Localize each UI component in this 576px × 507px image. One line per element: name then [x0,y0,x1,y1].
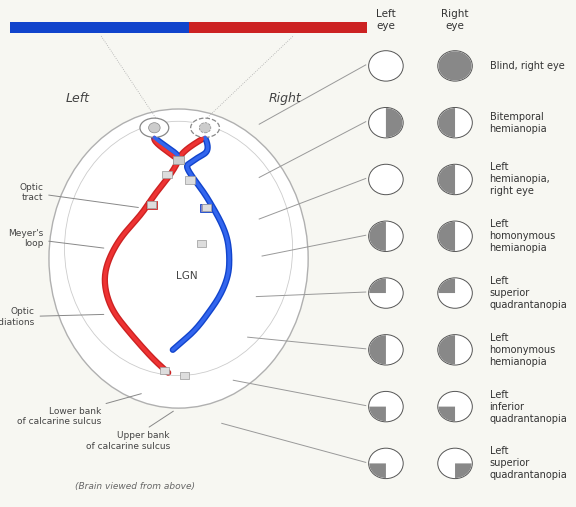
Text: Lower bank
of calcarine sulcus: Lower bank of calcarine sulcus [17,393,141,426]
Text: Right
eye: Right eye [441,10,469,31]
Circle shape [438,391,472,422]
Text: Blind, right eye: Blind, right eye [490,61,564,71]
Wedge shape [369,463,386,478]
Bar [180,372,189,379]
Text: Optic
tract: Optic tract [19,183,138,207]
Text: Upper bank
of calcarine sulcus: Upper bank of calcarine sulcus [86,411,173,451]
Circle shape [438,221,472,251]
Circle shape [369,221,403,251]
Wedge shape [438,278,455,293]
Circle shape [369,51,403,81]
Bar [147,201,156,208]
Ellipse shape [140,118,169,137]
Wedge shape [455,463,472,478]
Text: Bitemporal
hemianopia: Bitemporal hemianopia [490,112,547,134]
Circle shape [438,335,472,365]
Bar [146,201,157,209]
Text: Meyer's
loop: Meyer's loop [8,229,104,248]
Bar [185,176,195,184]
Text: Left
superior
quadrantanopia: Left superior quadrantanopia [490,276,567,310]
Text: Left: Left [66,92,90,105]
Bar [189,22,367,33]
Wedge shape [369,222,386,251]
Text: Right: Right [269,92,301,105]
Ellipse shape [191,118,219,137]
Wedge shape [438,407,455,421]
Wedge shape [386,108,403,137]
Text: Left
homonymous
hemianopia: Left homonymous hemianopia [490,219,556,254]
Wedge shape [438,165,455,194]
Bar [10,22,189,33]
Text: Optic
radiations: Optic radiations [0,307,104,327]
Circle shape [369,335,403,365]
Bar [173,156,184,164]
Text: Left
eye: Left eye [376,10,396,31]
Bar [160,367,169,374]
Wedge shape [438,108,455,137]
Circle shape [438,51,472,81]
Circle shape [149,123,160,133]
Circle shape [369,391,403,422]
Circle shape [369,107,403,138]
Circle shape [369,448,403,479]
Bar [197,240,206,247]
Text: Left
inferior
quadrantanopia: Left inferior quadrantanopia [490,389,567,424]
Text: LGN: LGN [176,271,198,281]
Wedge shape [438,335,455,365]
Wedge shape [438,222,455,251]
Text: Left
hemianopia,
right eye: Left hemianopia, right eye [490,162,550,197]
Wedge shape [369,278,386,293]
Text: (Brain viewed from above): (Brain viewed from above) [75,482,195,491]
Circle shape [438,448,472,479]
Circle shape [438,278,472,308]
Ellipse shape [49,109,308,408]
Circle shape [438,51,472,81]
Circle shape [438,164,472,195]
Wedge shape [369,407,386,421]
Text: Left
homonymous
hemianopia: Left homonymous hemianopia [490,333,556,367]
Bar [200,204,212,212]
Text: Left
superior
quadrantanopia: Left superior quadrantanopia [490,446,567,481]
Circle shape [369,278,403,308]
Bar [202,204,211,211]
Bar [162,171,172,178]
Circle shape [438,107,472,138]
Circle shape [199,123,211,133]
Wedge shape [369,335,386,365]
Circle shape [369,164,403,195]
